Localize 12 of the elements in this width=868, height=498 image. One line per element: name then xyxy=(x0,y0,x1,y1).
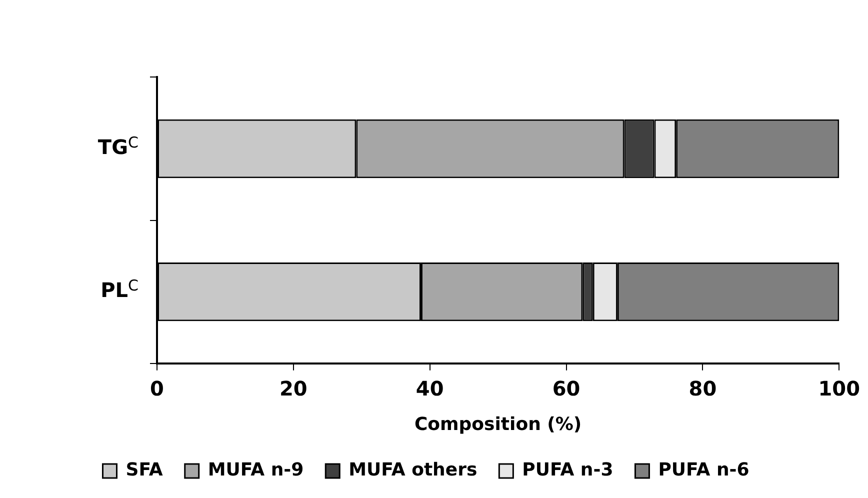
x-tick-label: 20 xyxy=(280,376,308,401)
legend-label: PUFA n-3 xyxy=(522,460,614,481)
legend-label: MUFA n-9 xyxy=(208,460,304,481)
legend-label: PUFA n-6 xyxy=(658,460,750,481)
x-tick-label: 0 xyxy=(150,376,164,401)
legend-label: SFA xyxy=(126,460,163,481)
x-tick-label: 40 xyxy=(416,376,444,401)
x-axis-title: Composition (%) xyxy=(414,414,582,435)
x-tick-label: 80 xyxy=(688,376,717,401)
x-tick-label: 100 xyxy=(818,376,860,401)
legend-label: MUFA others xyxy=(348,460,478,481)
x-tick-label: 60 xyxy=(552,376,580,401)
